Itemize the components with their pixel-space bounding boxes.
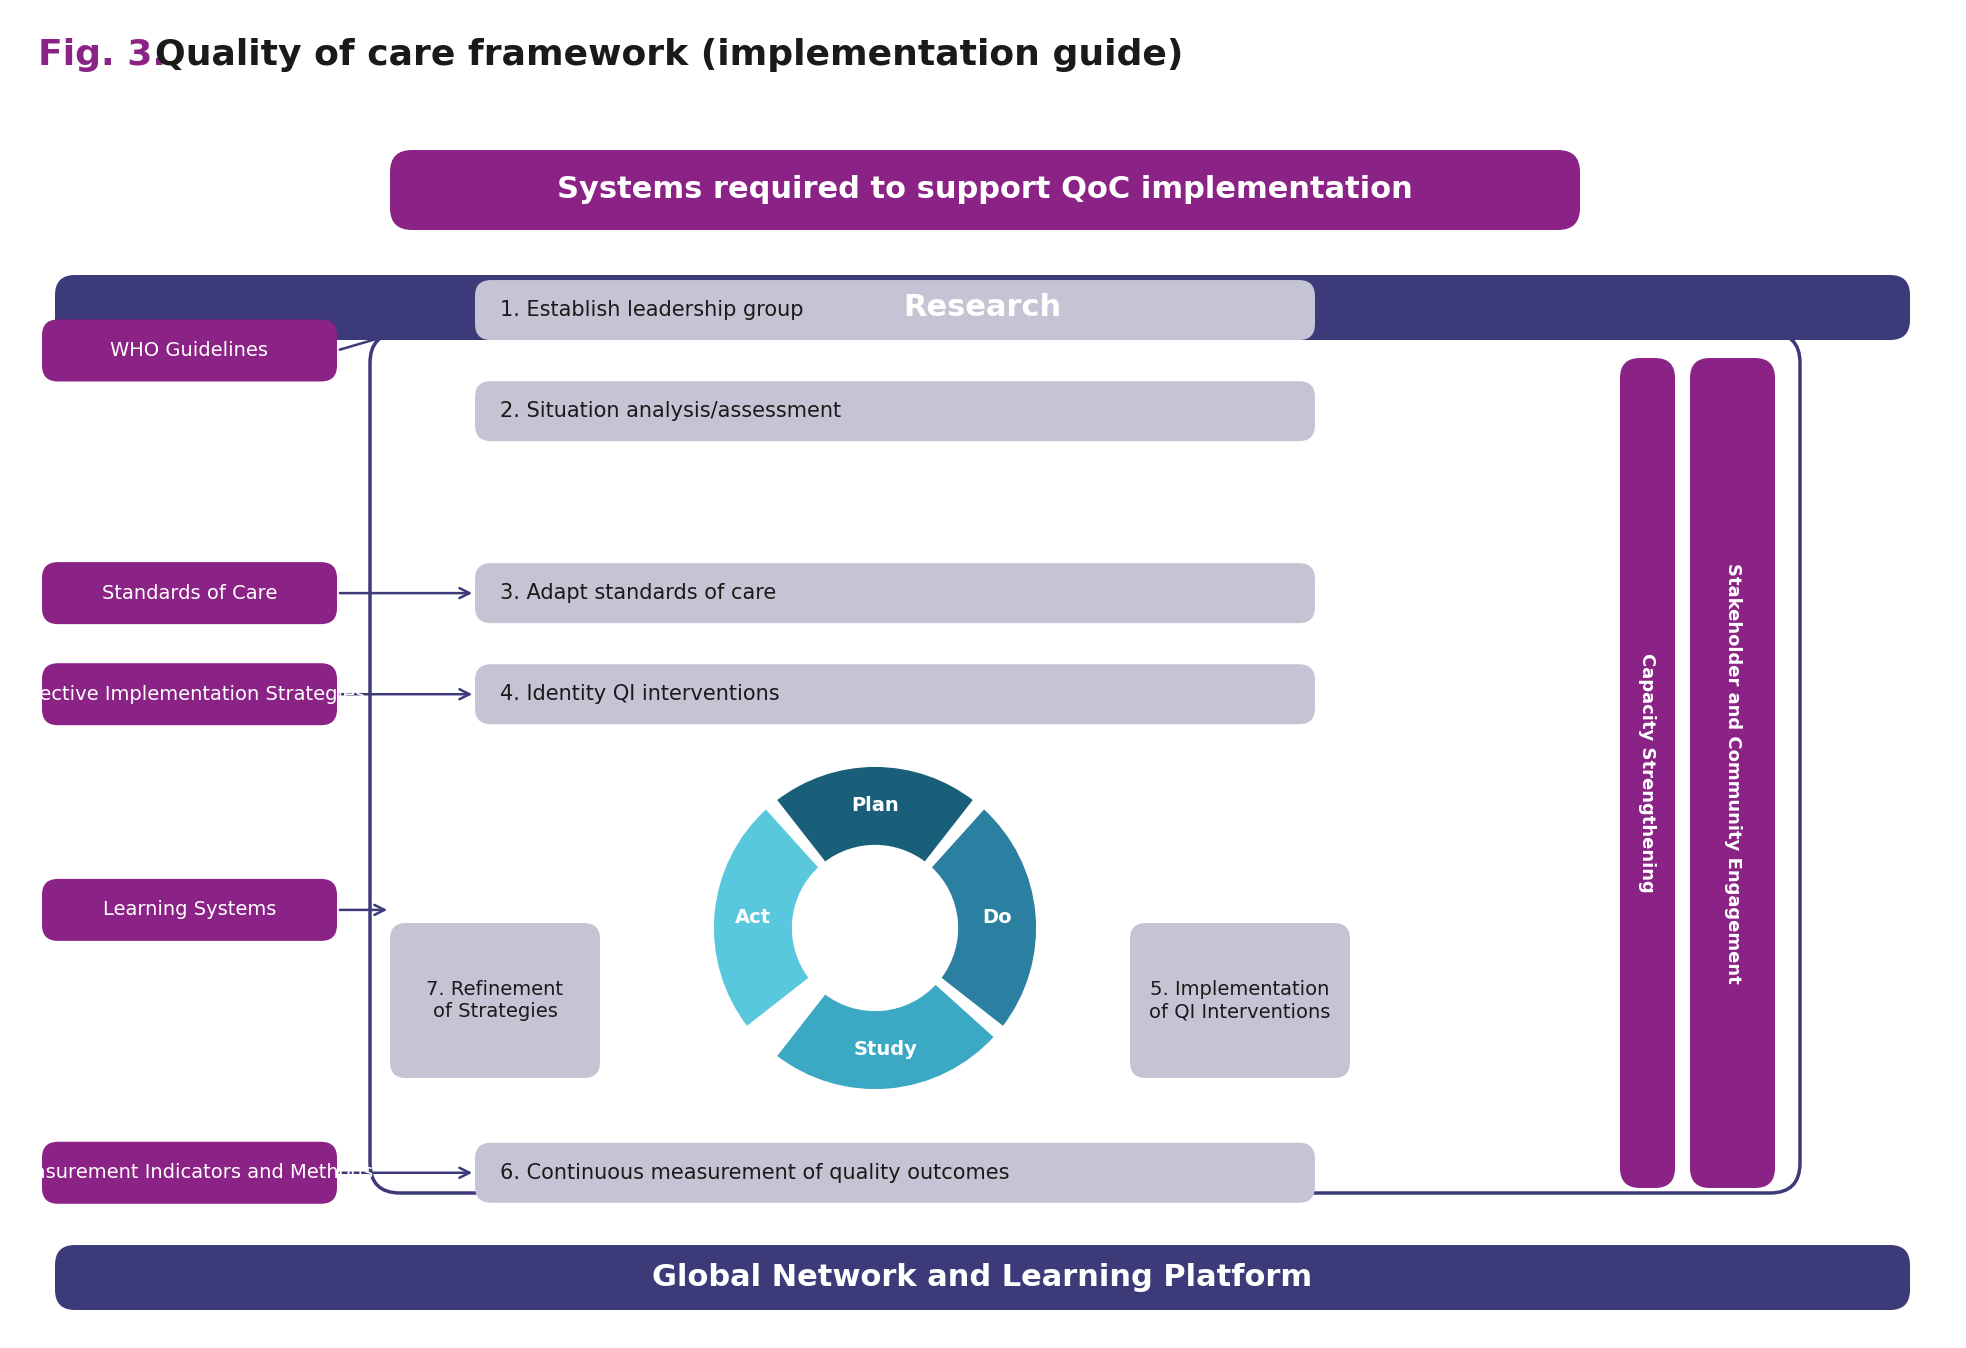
FancyBboxPatch shape xyxy=(41,879,336,941)
Text: WHO Guidelines: WHO Guidelines xyxy=(110,341,269,360)
Text: 4. Identity QI interventions: 4. Identity QI interventions xyxy=(499,685,781,704)
FancyBboxPatch shape xyxy=(476,280,1315,340)
Text: 5. Implementation
of QI Interventions: 5. Implementation of QI Interventions xyxy=(1150,980,1331,1020)
FancyBboxPatch shape xyxy=(41,319,336,381)
FancyBboxPatch shape xyxy=(55,1246,1911,1310)
Circle shape xyxy=(794,847,955,1010)
Text: 6. Continuous measurement of quality outcomes: 6. Continuous measurement of quality out… xyxy=(499,1163,1009,1182)
Text: Fig. 3.: Fig. 3. xyxy=(37,38,165,71)
Text: Effective Implementation Strategies: Effective Implementation Strategies xyxy=(14,685,366,704)
FancyBboxPatch shape xyxy=(389,923,600,1078)
Text: 1. Establish leadership group: 1. Establish leadership group xyxy=(499,301,804,319)
FancyBboxPatch shape xyxy=(476,563,1315,623)
FancyBboxPatch shape xyxy=(1130,923,1351,1078)
Text: Standards of Care: Standards of Care xyxy=(102,584,277,603)
Text: Systems required to support QoC implementation: Systems required to support QoC implemen… xyxy=(556,175,1414,205)
FancyBboxPatch shape xyxy=(476,665,1315,724)
FancyBboxPatch shape xyxy=(41,1142,336,1204)
Wedge shape xyxy=(775,766,975,864)
Wedge shape xyxy=(712,807,820,1029)
Text: Stakeholder and Community Engagement: Stakeholder and Community Engagement xyxy=(1724,562,1742,984)
FancyBboxPatch shape xyxy=(41,562,336,624)
FancyBboxPatch shape xyxy=(389,150,1581,231)
Text: Quality of care framework (implementation guide): Quality of care framework (implementatio… xyxy=(155,38,1184,71)
Text: Measurement Indicators and Methods: Measurement Indicators and Methods xyxy=(6,1163,374,1182)
Text: 3. Adapt standards of care: 3. Adapt standards of care xyxy=(499,584,777,603)
Text: Act: Act xyxy=(735,907,771,927)
FancyBboxPatch shape xyxy=(1691,359,1775,1188)
FancyBboxPatch shape xyxy=(1620,359,1675,1188)
Wedge shape xyxy=(930,807,1038,1029)
Text: Study: Study xyxy=(853,1041,918,1060)
Text: Research: Research xyxy=(904,293,1062,322)
Text: 2. Situation analysis/assessment: 2. Situation analysis/assessment xyxy=(499,402,841,421)
Text: Plan: Plan xyxy=(851,797,898,816)
FancyBboxPatch shape xyxy=(476,381,1315,441)
FancyBboxPatch shape xyxy=(41,663,336,725)
Text: Learning Systems: Learning Systems xyxy=(102,900,275,919)
FancyBboxPatch shape xyxy=(55,275,1911,340)
Wedge shape xyxy=(775,983,997,1091)
FancyBboxPatch shape xyxy=(476,1143,1315,1202)
Text: Do: Do xyxy=(981,907,1011,927)
Text: 7. Refinement
of Strategies: 7. Refinement of Strategies xyxy=(427,980,564,1020)
Text: Global Network and Learning Platform: Global Network and Learning Platform xyxy=(653,1263,1313,1291)
Text: Capacity Strengthening: Capacity Strengthening xyxy=(1638,654,1657,892)
